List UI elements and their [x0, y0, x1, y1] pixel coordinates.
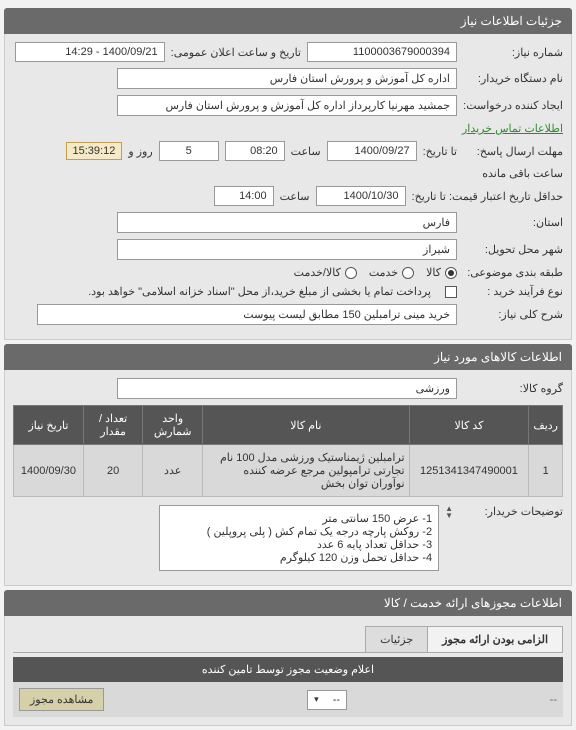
need-desc-value: خرید مینی ترامبلین 150 مطابق لیست پیوست: [37, 304, 457, 325]
radio-kala[interactable]: کالا: [426, 266, 457, 279]
goods-group-value: ورزشی: [117, 378, 457, 399]
th-name: نام کالا: [203, 406, 410, 445]
budget-class-label: طبقه بندی موضوعی:: [463, 266, 563, 279]
goods-table: ردیف کد کالا نام کالا واحد شمارش تعداد /…: [13, 405, 563, 497]
goods-panel-body: گروه کالا: ورزشی ردیف کد کالا نام کالا و…: [4, 370, 572, 586]
radio-label-both: کالا/خدمت: [294, 266, 341, 279]
radio-dot-icon: [345, 267, 357, 279]
process-type-label: نوع فرآیند خرید :: [463, 285, 563, 298]
view-permit-button[interactable]: مشاهده مجوز: [19, 688, 104, 711]
deadline-date: 1400/09/27: [327, 141, 417, 161]
need-no-value: 1100003679000394: [307, 42, 457, 62]
deadline-time-label: ساعت: [291, 145, 321, 158]
time-left-label: ساعت باقی مانده: [482, 167, 563, 180]
price-validity-label: حداقل تاریخ اعتبار قیمت: تا تاریخ:: [412, 190, 563, 203]
tab-details[interactable]: جزئیات: [365, 626, 428, 652]
pub-datetime-value: 1400/09/21 - 14:29: [15, 42, 165, 62]
need-no-label: شماره نیاز:: [463, 46, 563, 59]
chevron-down-icon: ▾: [314, 694, 319, 705]
goods-panel-header: اطلاعات کالاهای مورد نیاز: [4, 344, 572, 370]
note-line-2: 2- روکش پارچه درجه یک تمام کش ( پلی پروپ…: [166, 525, 432, 538]
radio-dot-icon: [402, 267, 414, 279]
time-left: 15:39:12: [66, 142, 123, 160]
radio-khedmat[interactable]: خدمت: [369, 266, 414, 279]
radio-both[interactable]: کالا/خدمت: [294, 266, 357, 279]
day-label: روز و: [128, 145, 152, 158]
radio-label-khedmat: خدمت: [369, 266, 398, 279]
status-dash-1: --: [550, 694, 557, 706]
tab-mandatory[interactable]: الزامی بودن ارائه مجوز: [427, 626, 563, 652]
buyer-notes-box: 1- عرض 150 سانتی متر 2- روکش پارچه درجه …: [159, 505, 439, 571]
cell-code: 1251341347490001: [409, 445, 529, 497]
scroll-arrows-icon[interactable]: ▲▼: [445, 505, 453, 519]
days-left: 5: [159, 141, 219, 161]
details-panel-title: جزئیات اطلاعات نیاز: [461, 14, 562, 28]
details-panel-header: جزئیات اطلاعات نیاز: [4, 8, 572, 34]
cell-unit: عدد: [143, 445, 203, 497]
permits-panel-header: اطلاعات مجوزهای ارائه خدمت / کالا: [4, 590, 572, 616]
permits-panel-title: اطلاعات مجوزهای ارائه خدمت / کالا: [384, 596, 562, 610]
note-line-4: 4- حداقل تحمل وزن 120 کیلوگرم: [166, 551, 432, 564]
deadline-time: 08:20: [225, 141, 285, 161]
goods-group-label: گروه کالا:: [463, 382, 563, 395]
th-date: تاریخ نیاز: [14, 406, 84, 445]
requester-label: ایجاد کننده درخواست:: [463, 99, 563, 112]
goods-panel-title: اطلاعات کالاهای مورد نیاز: [434, 350, 562, 364]
ta-tarikh-label: تا تاریخ:: [423, 145, 457, 158]
status-select[interactable]: -- ▾: [307, 690, 347, 710]
table-row: 1 1251341347490001 ترامبلین ژیمناستیک ور…: [14, 445, 563, 497]
process-type-note: پرداخت تمام یا بخشی از مبلغ خرید،از محل …: [88, 285, 431, 298]
cell-name: ترامبلین ژیمناستیک ورزشی مدل 100 نام تجا…: [203, 445, 410, 497]
cell-date: 1400/09/30: [14, 445, 84, 497]
status-row: -- -- ▾ مشاهده مجوز: [13, 682, 563, 717]
city-value: شیراز: [117, 239, 457, 260]
process-type-checkbox[interactable]: [445, 286, 457, 298]
tabs: الزامی بودن ارائه مجوز جزئیات: [13, 626, 563, 653]
note-line-1: 1- عرض 150 سانتی متر: [166, 512, 432, 525]
pub-datetime-label: تاریخ و ساعت اعلان عمومی:: [171, 46, 301, 59]
note-line-3: 3- حداقل تعداد پایه 6 عدد: [166, 538, 432, 551]
province-value: فارس: [117, 212, 457, 233]
th-unit: واحد شمارش: [143, 406, 203, 445]
buyer-org-value: اداره کل آموزش و پرورش استان فارس: [117, 68, 457, 89]
price-validity-date: 1400/10/30: [316, 186, 406, 206]
th-row: ردیف: [529, 406, 563, 445]
buyer-org-label: نام دستگاه خریدار:: [463, 72, 563, 85]
status-header: اعلام وضعیت مجوز توسط تامین کننده: [13, 657, 563, 682]
province-label: استان:: [463, 216, 563, 229]
radio-label-kala: کالا: [426, 266, 441, 279]
details-panel-body: شماره نیاز: 1100003679000394 تاریخ و ساع…: [4, 34, 572, 340]
classification-radio-group: کالا خدمت کالا/خدمت: [294, 266, 457, 279]
radio-dot-icon: [445, 267, 457, 279]
buyer-notes-label: توضیحات خریدار:: [463, 505, 563, 518]
cell-idx: 1: [529, 445, 563, 497]
select-value: --: [333, 694, 340, 706]
price-validity-time-label: ساعت: [280, 190, 310, 203]
permits-panel-body: الزامی بودن ارائه مجوز جزئیات اعلام وضعی…: [4, 616, 572, 726]
contact-link[interactable]: اطلاعات تماس خریدار: [462, 122, 563, 135]
deadline-label: مهلت ارسال پاسخ:: [463, 145, 563, 158]
cell-qty: 20: [83, 445, 142, 497]
need-desc-label: شرح کلی نیاز:: [463, 308, 563, 321]
price-validity-time: 14:00: [214, 186, 274, 206]
city-label: شهر محل تحویل:: [463, 243, 563, 256]
th-qty: تعداد / مقدار: [83, 406, 142, 445]
th-code: کد کالا: [409, 406, 529, 445]
requester-value: جمشید مهرنیا کارپرداز اداره کل آموزش و پ…: [117, 95, 457, 116]
